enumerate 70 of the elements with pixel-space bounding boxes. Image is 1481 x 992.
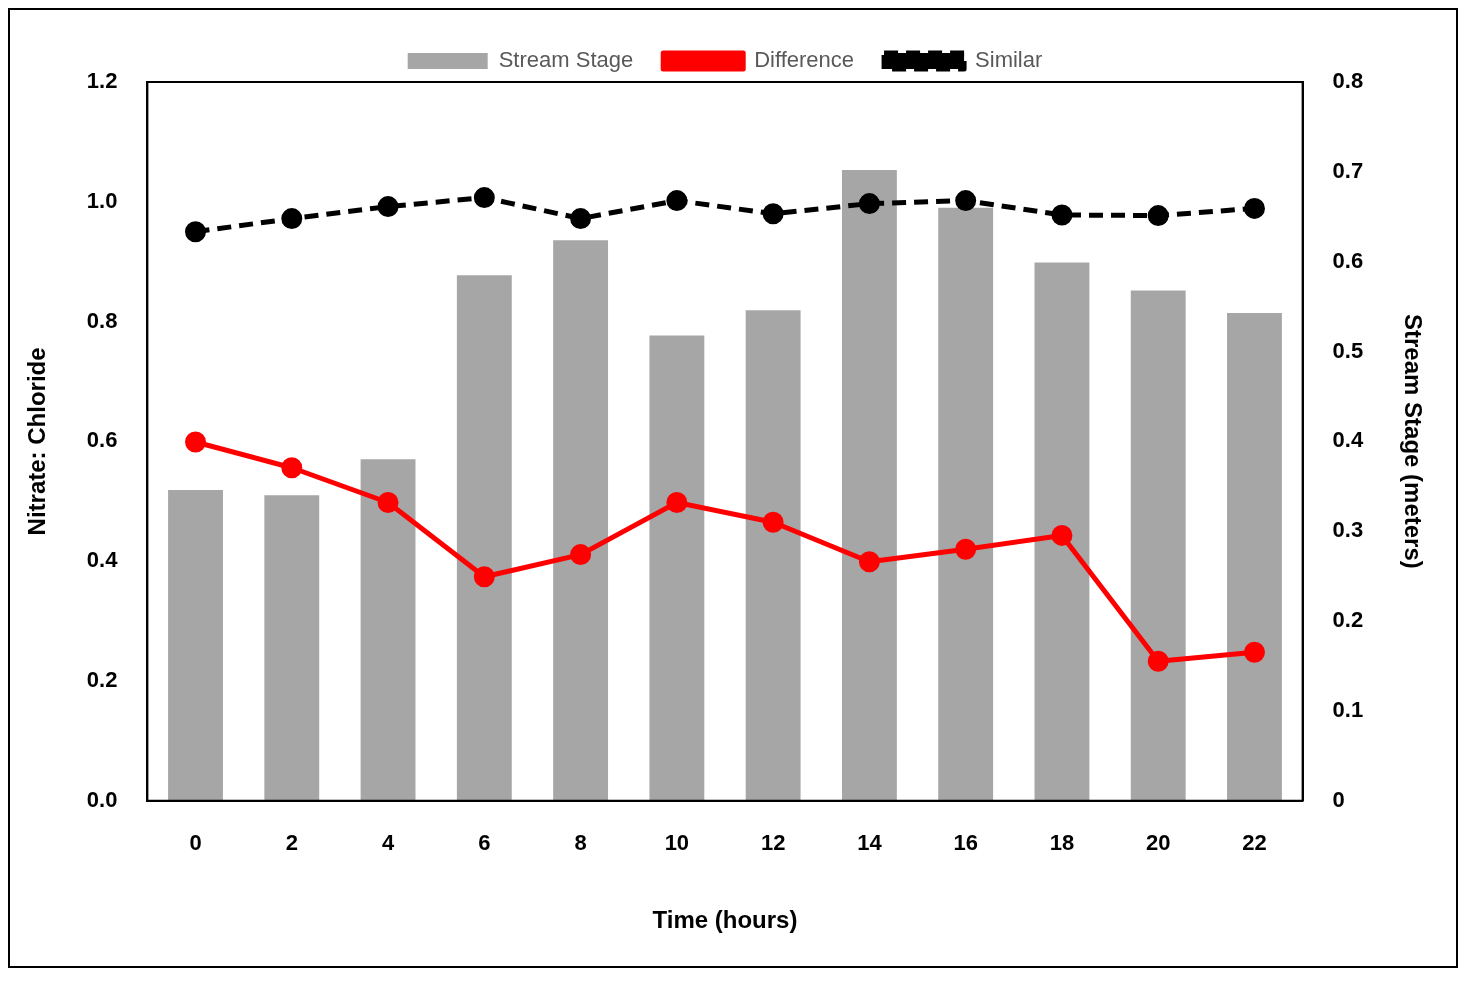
point — [185, 431, 207, 453]
x-tick-label: 16 — [953, 830, 978, 856]
point — [955, 538, 977, 560]
point — [1147, 650, 1169, 672]
y2-tick-label: 0.4 — [1332, 427, 1364, 453]
point — [666, 492, 688, 513]
point — [762, 203, 784, 225]
x-tick-label: 8 — [574, 830, 587, 856]
x-axis-title: Time (hours) — [652, 906, 798, 934]
point — [1051, 204, 1073, 226]
y2-tick-label: 0.2 — [1332, 607, 1364, 633]
x-tick-label: 0 — [189, 830, 202, 856]
bar — [841, 170, 897, 801]
bar — [360, 459, 416, 801]
bar — [1130, 290, 1186, 801]
legend-label: Difference — [754, 47, 855, 73]
bar — [456, 275, 512, 801]
y-tick-label: 0.0 — [86, 786, 118, 812]
point — [570, 208, 592, 230]
y2-tick-label: 0.1 — [1332, 697, 1364, 723]
legend-label: Similar — [975, 47, 1043, 73]
point — [473, 566, 495, 588]
point — [666, 190, 688, 212]
bar — [1227, 312, 1282, 801]
x-tick-label: 18 — [1049, 830, 1075, 856]
x-tick-label: 2 — [285, 830, 298, 856]
bar — [938, 207, 994, 801]
x-tick-label: 12 — [760, 830, 786, 856]
y-axis-title: Nitrate: Chloride — [23, 347, 51, 536]
point — [570, 544, 592, 566]
y2-tick-label: 0.8 — [1332, 68, 1364, 94]
bar — [264, 495, 320, 801]
point — [377, 492, 399, 513]
x-tick-label: 6 — [478, 830, 491, 856]
bar — [745, 310, 801, 801]
x-tick-label: 20 — [1145, 830, 1171, 856]
point — [858, 193, 880, 215]
point — [377, 196, 399, 218]
y2-tick-label: 0.7 — [1332, 157, 1364, 183]
point — [1243, 641, 1265, 663]
point — [1147, 205, 1169, 227]
point — [858, 551, 880, 573]
x-tick-label: 14 — [857, 830, 883, 856]
point — [281, 208, 303, 230]
bar — [168, 489, 223, 801]
point — [955, 190, 977, 212]
y-tick-label: 0.8 — [86, 307, 118, 333]
point — [185, 221, 207, 243]
bar — [553, 240, 609, 801]
point — [1243, 197, 1265, 219]
y2-tick-label: 0.5 — [1332, 337, 1364, 363]
point — [473, 187, 495, 209]
y2-tick-label: 0.6 — [1332, 247, 1364, 273]
legend-label: Stream Stage — [498, 47, 634, 73]
x-tick-label: 10 — [664, 830, 690, 856]
bar — [649, 335, 705, 801]
y-tick-label: 0.6 — [86, 427, 118, 453]
point — [1051, 524, 1073, 546]
x-tick-label: 22 — [1242, 830, 1267, 856]
x-tick-label: 4 — [381, 830, 395, 856]
y2-tick-label: 0 — [1332, 786, 1345, 812]
y2-tick-label: 0.3 — [1332, 517, 1364, 543]
y-tick-label: 1.2 — [86, 68, 118, 94]
y-tick-label: 1.0 — [86, 187, 118, 213]
point — [281, 457, 303, 479]
y-tick-label: 0.2 — [86, 667, 118, 693]
y-tick-label: 0.4 — [86, 547, 119, 573]
bar — [1034, 262, 1090, 801]
y2-axis-title: Stream Stage (meters) — [1399, 314, 1427, 569]
point — [762, 511, 784, 533]
